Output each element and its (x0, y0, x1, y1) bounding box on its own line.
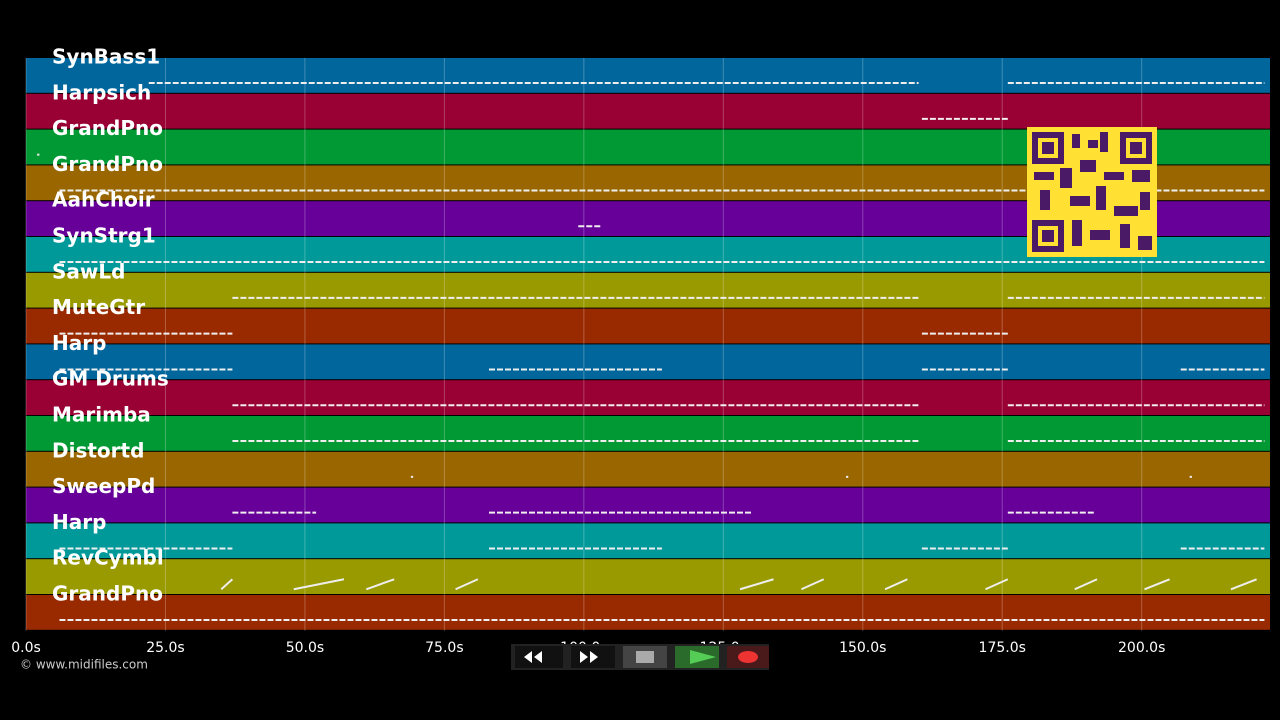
track-name: SweepPd (52, 474, 155, 498)
note (1074, 578, 1098, 591)
track-name: Distortd (52, 438, 144, 462)
tick-label: 0.0s (11, 640, 41, 656)
track-name: GrandPno (52, 582, 163, 606)
note (293, 578, 345, 591)
track-name: GrandPno (52, 152, 163, 176)
note (800, 578, 825, 591)
qr-code (1027, 127, 1157, 257)
track-name: Harp (52, 331, 106, 355)
tick-label: 25.0s (146, 640, 184, 656)
track-band (26, 595, 1270, 630)
tick-label: 50.0s (286, 640, 324, 656)
note (365, 578, 395, 591)
rewind-button[interactable] (515, 646, 563, 668)
track-band (26, 523, 1270, 559)
stop-button[interactable] (623, 646, 667, 668)
track-band (26, 416, 1270, 451)
note (220, 578, 234, 591)
track-name: SawLd (52, 259, 125, 283)
track-name: GM Drums (52, 367, 169, 391)
track-labels: SynBass1 Harpsich GrandPno GrandPno AahChoir… (52, 45, 169, 606)
track-name: AahChoir (52, 188, 155, 212)
track-band (26, 451, 1270, 487)
note (884, 578, 908, 591)
transport-controls (511, 644, 769, 670)
track-name: Harpsich (52, 80, 151, 104)
track-name: RevCymbl (52, 546, 164, 570)
track-name: Marimba (52, 403, 151, 427)
note (739, 578, 774, 591)
note (985, 578, 1009, 591)
forward-button[interactable] (571, 646, 615, 668)
track-band (26, 272, 1270, 308)
track-band (26, 559, 1270, 594)
record-button[interactable] (727, 646, 769, 668)
play-button[interactable] (675, 646, 719, 668)
track-band (26, 308, 1270, 344)
track-name: MuteGtr (52, 295, 145, 319)
tick-label: 150.0s (839, 640, 886, 656)
track-band (26, 487, 1270, 523)
note (455, 578, 479, 591)
tick-label: 200.0s (1118, 640, 1165, 656)
copyright: © www.midifiles.com (20, 658, 148, 672)
track-name: SynStrg1 (52, 224, 156, 248)
track-band (26, 344, 1270, 380)
tick-label: 75.0s (425, 640, 463, 656)
note (1144, 578, 1170, 591)
track-band (26, 380, 1270, 415)
tick-label: 175.0s (979, 640, 1026, 656)
note (1230, 578, 1257, 591)
track-name: SynBass1 (52, 45, 160, 69)
track-band (26, 58, 1270, 93)
track-name: GrandPno (52, 116, 163, 140)
track-band (26, 93, 1270, 129)
track-name: Harp (52, 510, 106, 534)
